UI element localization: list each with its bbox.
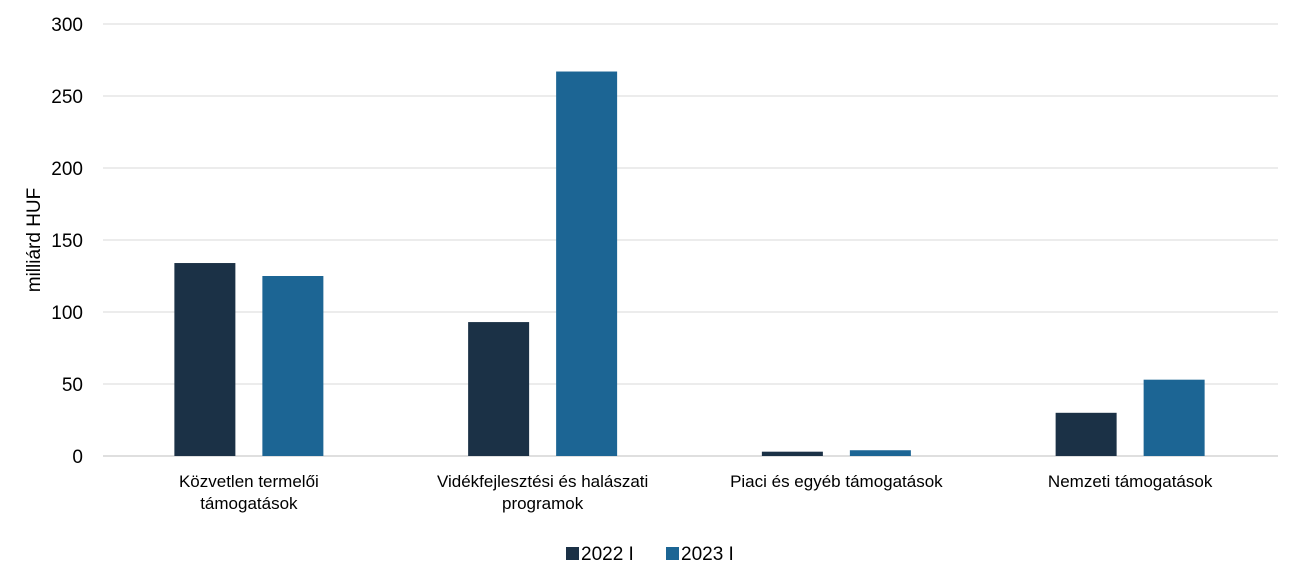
bar-2023-i [262, 276, 324, 456]
x-tick-label: Nemzeti támogatások [1048, 472, 1213, 491]
y-tick-label: 100 [51, 303, 83, 324]
x-tick-label: Vidékfejlesztési és halászati programok [437, 472, 648, 513]
legend: 2022 I 2023 I [566, 544, 734, 563]
y-tick-label: 0 [72, 447, 83, 468]
y-tick-labels: 0 50 100 150 200 250 300 [51, 15, 83, 468]
x-tick-labels: Közvetlen termelői támogatások Vidékfejles… [179, 472, 1213, 513]
bar-2023-i [1143, 379, 1205, 456]
bar-2023-i [556, 71, 618, 457]
legend-label: 2023 I [681, 544, 734, 563]
y-axis-label: milliárd HUF [24, 188, 45, 293]
bar-2022-i [174, 263, 236, 456]
x-tick-label: Piaci és egyéb támogatások [730, 472, 943, 491]
bars [174, 71, 1205, 457]
y-tick-label: 200 [51, 159, 83, 180]
legend-swatch [666, 547, 679, 560]
bar-2023-i [849, 450, 911, 456]
y-tick-label: 250 [51, 87, 83, 108]
legend-swatch [566, 547, 579, 560]
x-tick-label: Közvetlen termelői támogatások [179, 472, 319, 513]
legend-label: 2022 I [581, 544, 634, 563]
bar-2022-i [761, 451, 823, 456]
bar-2022-i [1055, 412, 1117, 456]
bar-2022-i [468, 322, 530, 456]
y-tick-label: 150 [51, 231, 83, 252]
y-tick-label: 300 [51, 15, 83, 36]
y-tick-label: 50 [62, 375, 83, 396]
